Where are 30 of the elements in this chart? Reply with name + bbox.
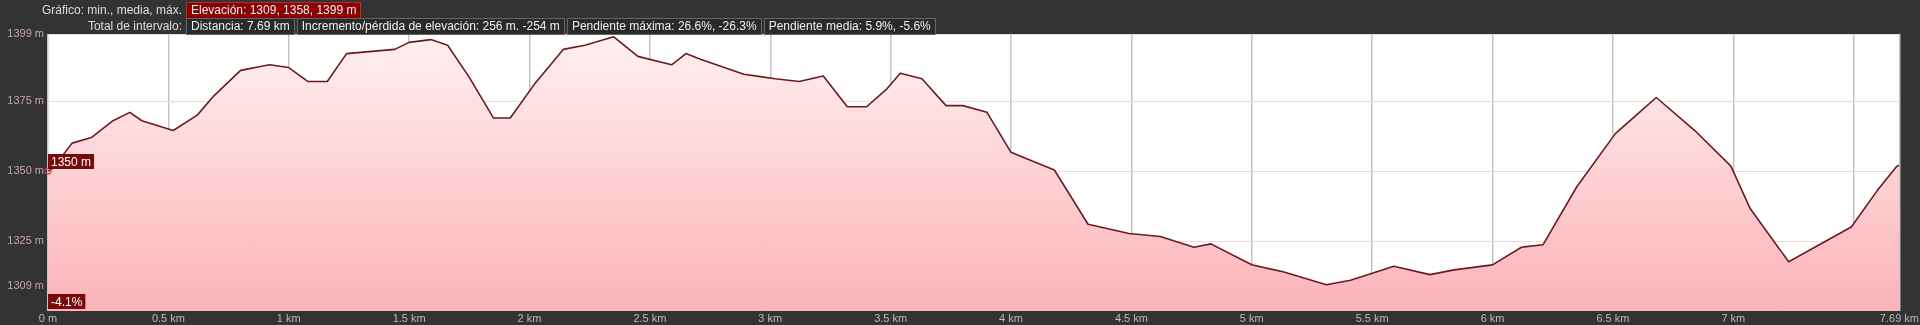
x-tick-label: 4 km	[999, 311, 1023, 324]
text: Pendiente máxima: 26.6%, -26.3%	[566, 18, 762, 35]
x-tick-label: 1.5 km	[392, 311, 426, 324]
y-tick-label: 1325 m	[7, 234, 44, 247]
x-tick-label: 7.69 km	[1879, 311, 1920, 324]
y-tick-label: 1309 m	[7, 278, 44, 291]
text: Total de intervalo:	[87, 19, 182, 33]
text: Incremento/pérdida de elevación: 256 m. -254 m	[296, 18, 565, 35]
x-tick-label: 4.5 km	[1114, 311, 1148, 324]
chart-title: Gráfico: min., media, máx.	[40, 3, 183, 18]
x-tick-label: 0 m	[38, 311, 58, 324]
y-tick-label: 1399 m	[7, 27, 44, 40]
x-tick-label: 0.5 km	[151, 311, 185, 324]
x-tick-label: 6 km	[1480, 311, 1505, 324]
y-tick-label: 1375 m	[7, 94, 44, 107]
x-tick-label: 5 km	[1239, 311, 1264, 324]
x-tick-label: 6.5 km	[1596, 311, 1630, 324]
annotation: 1350 m	[51, 154, 92, 169]
x-tick-label: 2 km	[517, 311, 542, 324]
x-tick-label: 7 km	[1721, 311, 1746, 324]
text: Distancia: 7.69 km	[186, 18, 295, 35]
x-tick-label: 3.5 km	[874, 311, 908, 324]
x-tick-label: 3 km	[758, 311, 783, 324]
annotation: -4.1%	[51, 294, 83, 309]
y-tick-label: 1350 m	[7, 164, 44, 177]
x-tick-label: 2.5 km	[633, 311, 667, 324]
chart-subtitle: Elevación: 1309, 1358, 1399 m	[186, 2, 362, 19]
x-tick-label: 5.5 km	[1355, 311, 1389, 324]
text: Pendiente media: 5.9%, -5.6%	[763, 18, 936, 35]
x-tick-label: 1 km	[276, 311, 301, 324]
